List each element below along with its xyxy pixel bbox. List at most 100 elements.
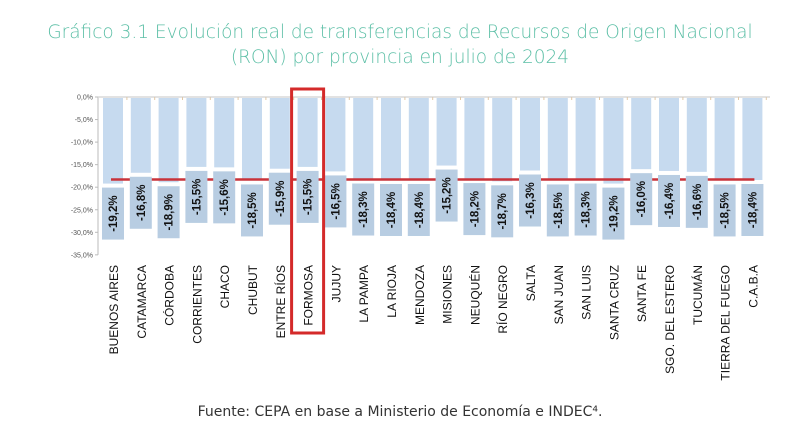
bar [603, 98, 624, 184]
bar [436, 98, 457, 166]
y-tick-label: -20,0% [71, 185, 93, 192]
category-label: CHUBUT [246, 264, 260, 315]
category-label: MENDOZA [413, 265, 427, 325]
y-tick-label: -30,0% [71, 230, 93, 237]
data-label-box [463, 183, 486, 236]
data-label-box [602, 187, 625, 240]
data-label-box [435, 169, 458, 222]
category-label: SANTA FE [635, 265, 649, 322]
category-label: LA RIOJA [385, 265, 399, 318]
highlight-box [290, 87, 326, 335]
category-label: MISIONES [441, 265, 455, 324]
bar [686, 98, 707, 172]
data-label: -18,9% [164, 194, 176, 230]
category-label: SGO. DEL ESTERO [663, 265, 677, 374]
data-label: -18,4% [747, 192, 759, 228]
data-label-box [268, 172, 291, 225]
data-label: -16,0% [636, 181, 648, 217]
data-label: -15,2% [442, 177, 454, 213]
category-label: NEUQUÉN [467, 265, 482, 325]
bar [325, 98, 346, 172]
data-label: -15,9% [275, 180, 287, 216]
category-label: SAN LUIS [580, 265, 594, 320]
bar [214, 98, 235, 168]
y-tick-label: -10,0% [71, 140, 93, 147]
data-label-box [658, 174, 680, 227]
bar [492, 98, 513, 182]
category-label: TUCUMÁN [690, 265, 705, 325]
data-label-box [157, 186, 180, 239]
bar [408, 98, 429, 180]
data-label: -16,4% [664, 183, 676, 219]
bar [353, 98, 374, 180]
category-label: BUENOS AIRES [107, 265, 121, 354]
bar [631, 98, 652, 170]
category-label: ENTRE RÍOS [273, 265, 288, 338]
y-tick-label: -25,0% [71, 207, 93, 214]
data-label: -16,8% [136, 185, 148, 221]
data-label: -18,3% [358, 191, 370, 227]
data-label: -18,2% [469, 191, 481, 227]
bar [158, 98, 179, 183]
category-label: C.A.B.A [746, 265, 760, 308]
data-label: -18,5% [553, 192, 565, 228]
data-label-box [630, 173, 653, 226]
bar [464, 98, 485, 180]
category-label: CÓRDOBA [162, 265, 177, 326]
data-label: -18,3% [581, 191, 593, 227]
data-label: -15,5% [303, 179, 315, 215]
bar-chart: 0,0% -5,0% -10,0% -15,0% -20,0% -25,0% -30,0% -… [71, 87, 770, 381]
bar [297, 98, 318, 167]
data-label-box [685, 175, 708, 228]
data-label-box [102, 187, 124, 240]
bar [381, 98, 401, 180]
y-tick-label: -5,0% [75, 117, 93, 124]
chart-title-line1: Gráfico 3.1 Evolución real de transferen… [47, 22, 753, 43]
y-tick-label: -35,0% [71, 252, 93, 259]
data-label-box [519, 174, 541, 227]
data-label-box [352, 183, 375, 236]
data-label-box [213, 171, 236, 224]
data-label: -19,2% [108, 195, 120, 231]
y-tick-label: 0,0% [77, 95, 93, 102]
category-label: SANTA CRUZ [607, 265, 621, 340]
bar [659, 98, 679, 171]
data-label: -18,5% [247, 192, 259, 228]
data-label-box [741, 183, 764, 236]
chart-title: Gráfico 3.1 Evolución real de transferen… [0, 20, 800, 70]
y-tick-label: -15,0% [71, 162, 93, 169]
data-label: -19,2% [608, 195, 620, 231]
category-label: SALTA [524, 265, 538, 301]
data-label-box [491, 185, 514, 238]
bar [130, 98, 151, 173]
data-label: -16,6% [692, 184, 704, 220]
category-label: TIERRA DEL FUEGO [719, 265, 733, 381]
data-label-box [407, 183, 430, 236]
source-note: Fuente: CEPA en base a Ministerio de Eco… [197, 404, 603, 420]
chart-title-line2: (RON) por provincia en julio de 2024 [230, 47, 570, 68]
bar [520, 98, 540, 171]
data-label: -18,5% [720, 192, 732, 228]
category-label: RÍO NEGRO [495, 265, 510, 334]
data-label-box [241, 184, 263, 237]
data-label-box [713, 184, 736, 237]
data-label: -18,4% [414, 192, 426, 228]
category-label: CATAMARCA [135, 265, 149, 339]
data-label-box [324, 175, 347, 228]
data-label-box [296, 170, 319, 223]
data-label: -15,5% [191, 179, 203, 215]
bar [575, 98, 596, 180]
category-label: CHACO [218, 265, 232, 308]
data-label: -16,5% [330, 183, 342, 219]
data-label-box [574, 183, 597, 236]
bar [547, 98, 568, 181]
bar [186, 98, 207, 167]
bar [103, 98, 123, 184]
category-label: CORRIENTES [190, 265, 204, 344]
bar [742, 98, 763, 180]
category-label: FORMOSA [302, 265, 316, 326]
data-label-box [185, 170, 208, 223]
data-label-box [129, 176, 152, 229]
data-label: -15,6% [219, 179, 231, 215]
bar [714, 98, 735, 181]
